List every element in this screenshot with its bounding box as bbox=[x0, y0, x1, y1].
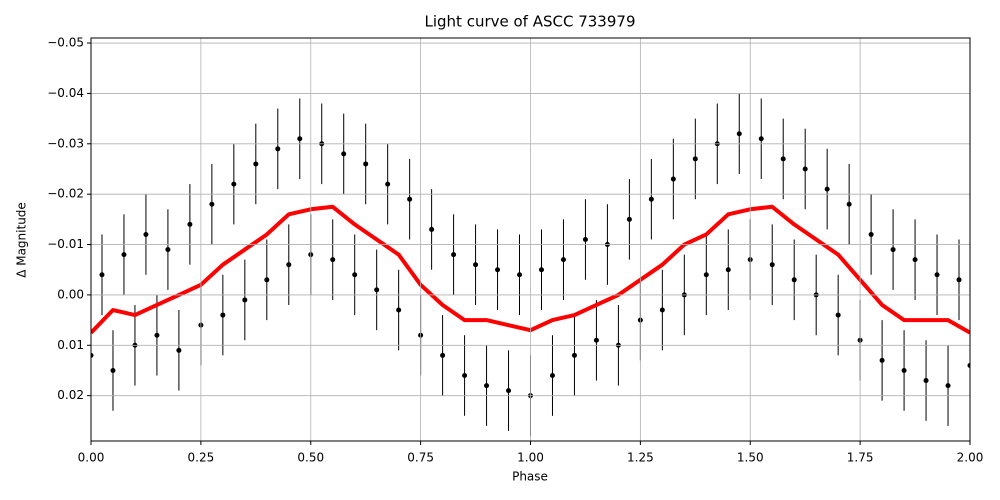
data-point bbox=[517, 272, 523, 278]
data-point bbox=[341, 151, 347, 157]
chart-title: Light curve of ASCC 733979 bbox=[425, 13, 636, 31]
data-point bbox=[264, 277, 270, 283]
x-tick-label: 0.75 bbox=[407, 451, 434, 465]
data-point bbox=[725, 267, 731, 273]
data-point bbox=[91, 352, 94, 358]
y-tick-label: −0.03 bbox=[47, 136, 84, 150]
data-point bbox=[670, 176, 676, 182]
data-point bbox=[407, 196, 413, 202]
data-point bbox=[648, 196, 654, 202]
data-point bbox=[143, 231, 149, 237]
data-point bbox=[923, 378, 929, 384]
data-point bbox=[154, 332, 160, 338]
data-point bbox=[396, 307, 402, 313]
data-point bbox=[560, 257, 566, 263]
data-point bbox=[835, 312, 841, 318]
data-point bbox=[330, 257, 336, 263]
data-point bbox=[791, 277, 797, 283]
data-point bbox=[593, 337, 599, 343]
y-tick-label: −0.02 bbox=[47, 187, 84, 201]
data-point bbox=[374, 287, 380, 293]
data-point bbox=[484, 383, 490, 389]
data-point bbox=[429, 226, 435, 232]
data-point bbox=[868, 231, 874, 237]
data-point bbox=[440, 352, 446, 358]
data-point bbox=[99, 272, 105, 278]
data-point bbox=[824, 186, 830, 192]
data-point bbox=[582, 237, 588, 242]
data-point bbox=[945, 383, 951, 389]
plot-frame bbox=[90, 37, 971, 442]
data-point bbox=[626, 216, 632, 222]
data-point bbox=[890, 247, 896, 253]
data-point bbox=[967, 362, 970, 368]
x-tick-label: 1.50 bbox=[737, 451, 764, 465]
y-tick-label: −0.05 bbox=[47, 36, 84, 50]
data-point bbox=[385, 181, 391, 187]
data-point bbox=[176, 347, 182, 353]
data-point bbox=[165, 247, 171, 253]
data-point bbox=[780, 156, 786, 162]
data-point bbox=[846, 201, 852, 207]
data-point bbox=[549, 373, 555, 379]
y-tick-label: 0.00 bbox=[57, 287, 84, 301]
data-point bbox=[934, 272, 940, 278]
data-point bbox=[187, 221, 193, 227]
data-point bbox=[473, 262, 479, 268]
data-point bbox=[802, 166, 808, 172]
data-point bbox=[736, 131, 742, 137]
data-point bbox=[538, 267, 544, 273]
data-point bbox=[451, 252, 457, 258]
data-point bbox=[209, 201, 215, 207]
x-tick-label: 1.00 bbox=[517, 451, 544, 465]
data-point bbox=[110, 367, 116, 373]
data-point bbox=[901, 367, 907, 373]
data-point bbox=[692, 156, 698, 162]
data-point bbox=[912, 257, 918, 263]
y-tick-label: 0.01 bbox=[57, 338, 84, 352]
x-tick-label: 2.00 bbox=[957, 451, 984, 465]
data-point bbox=[956, 277, 962, 283]
x-tick-label: 0.50 bbox=[297, 451, 324, 465]
x-tick-label: 0.00 bbox=[78, 451, 105, 465]
data-point bbox=[495, 267, 501, 273]
data-point bbox=[231, 181, 237, 187]
data-point bbox=[363, 161, 369, 167]
data-point bbox=[121, 252, 127, 258]
x-tick-label: 1.75 bbox=[847, 451, 874, 465]
data-point bbox=[879, 357, 885, 363]
data-point bbox=[242, 297, 248, 303]
x-tick-label: 0.25 bbox=[188, 451, 215, 465]
data-point bbox=[253, 161, 259, 167]
data-point bbox=[462, 373, 468, 379]
data-point bbox=[275, 146, 281, 152]
data-point bbox=[659, 307, 665, 313]
data-point bbox=[352, 272, 358, 278]
y-axis-label: Δ Magnitude bbox=[15, 202, 29, 278]
data-point bbox=[297, 136, 303, 142]
y-tick-label: −0.01 bbox=[47, 237, 84, 251]
y-tick-label: 0.02 bbox=[57, 388, 84, 402]
data-point bbox=[758, 136, 764, 142]
data-point bbox=[286, 262, 292, 268]
data-point bbox=[220, 312, 226, 318]
data-point bbox=[571, 352, 577, 358]
data-point bbox=[703, 272, 709, 278]
x-axis-label: Phase bbox=[512, 470, 548, 484]
y-tick-label: −0.04 bbox=[47, 86, 84, 100]
x-tick-label: 1.25 bbox=[627, 451, 654, 465]
data-point bbox=[769, 262, 775, 268]
data-point bbox=[506, 388, 512, 394]
